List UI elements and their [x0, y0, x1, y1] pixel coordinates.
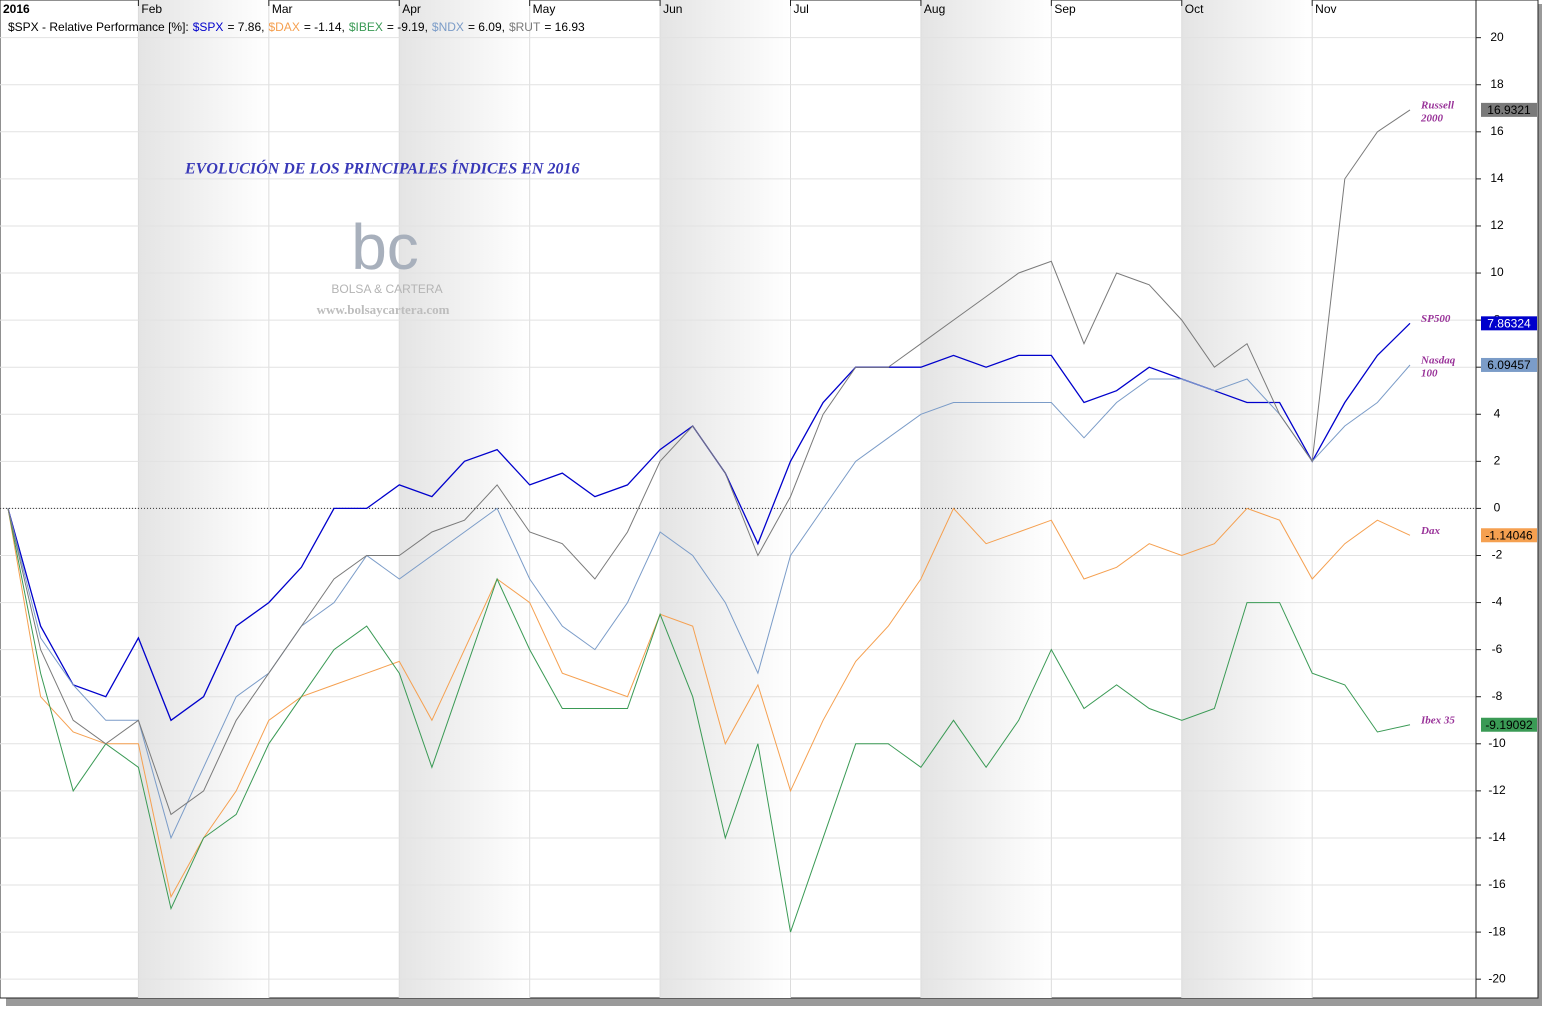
value-tag-label: 16.9321 [1487, 103, 1531, 117]
legend-value: = -9.19, [387, 20, 428, 34]
x-tick-label: Feb [141, 2, 162, 16]
x-tick-label: Nov [1315, 2, 1336, 16]
legend-value: = 16.93 [544, 20, 585, 34]
legend-name: $NDX [432, 20, 464, 34]
grid: 2016 Feb Mar Apr May Jun Jul Aug Sep Oct Nov-20-18… [0, 0, 1506, 998]
watermark-url: www.bolsaycartera.com [317, 302, 450, 317]
y-tick-label: -4 [1492, 595, 1503, 609]
legend-name: $IBEX [349, 20, 383, 34]
header: $SPX - Relative Performance [%]: $SPX = 7.… [8, 20, 585, 34]
y-tick-label: -14 [1488, 830, 1506, 844]
y-tick-label: -12 [1488, 783, 1506, 797]
y-tick-label: 18 [1490, 77, 1504, 91]
value-tag-label: 7.86324 [1487, 317, 1531, 331]
plot [7, 109, 1411, 933]
watermark-brand: BOLSA & CARTERA [331, 282, 442, 296]
series-annotation: Russell [1420, 99, 1455, 111]
series-line [7, 508, 1411, 933]
y-tick-label: -18 [1488, 924, 1506, 938]
value-tag [1481, 528, 1537, 543]
x-tick-label: Oct [1185, 2, 1204, 16]
value-tag-label: -1.14046 [1485, 528, 1533, 542]
value-tag [1481, 357, 1537, 372]
legend-value: = -1.14, [304, 20, 345, 34]
value-tag-label: 6.09457 [1487, 358, 1531, 372]
x-tick-label: 2016 [3, 2, 30, 16]
series-annotation: 2000 [1420, 112, 1444, 124]
month-band [920, 0, 1052, 998]
x-tick-label: Sep [1054, 2, 1076, 16]
y-tick-label: 16 [1490, 124, 1504, 138]
y-tick-label: 12 [1490, 218, 1504, 232]
value-tag [1481, 316, 1537, 331]
y-tick-label: 4 [1494, 406, 1501, 420]
y-tick-label: -8 [1492, 689, 1503, 703]
series-annotation: SP500 [1421, 313, 1451, 325]
x-tick-label: Aug [924, 2, 945, 16]
y-tick-label: -10 [1488, 736, 1506, 750]
series-annotation: Ibex 35 [1420, 714, 1455, 726]
header-title: $SPX - Relative Performance [%]: [8, 20, 189, 34]
y-tick-label: 10 [1490, 265, 1504, 279]
watermark-logo: bc [351, 211, 419, 283]
series-annotation: 100 [1421, 367, 1438, 379]
x-tick-label: Jul [794, 2, 809, 16]
month-band [138, 0, 269, 998]
y-tick-label: 0 [1494, 501, 1501, 515]
legend-value: = 6.09, [468, 20, 505, 34]
legend-name: $DAX [268, 20, 299, 34]
y-tick-label: -20 [1488, 971, 1506, 985]
value-tag [1481, 102, 1537, 117]
month-band [399, 0, 530, 998]
value-tag-label: -9.19092 [1485, 718, 1533, 732]
y-tick-label: -2 [1492, 548, 1503, 562]
value-tag [1481, 717, 1537, 732]
month-band [1181, 0, 1313, 998]
y-tick-label: -16 [1488, 877, 1506, 891]
y-tick-label: 14 [1490, 171, 1504, 185]
legend-value: = 7.86, [227, 20, 264, 34]
legend-name: $SPX [193, 20, 224, 34]
series-annotation: Nasdaq [1420, 354, 1456, 366]
series-line [7, 507, 1411, 899]
legend-name: $RUT [509, 20, 541, 34]
x-tick-label: Apr [402, 2, 421, 16]
y-tick-label: 20 [1490, 30, 1504, 44]
series-line [7, 109, 1411, 816]
series-line [7, 364, 1411, 840]
chart-title: EVOLUCIÓN DE LOS PRINCIPALES ÍNDICES EN … [184, 159, 579, 178]
background-bands [138, 0, 1313, 998]
y-tick-label: 2 [1494, 454, 1501, 468]
y-tick-label: -6 [1492, 642, 1503, 656]
x-tick-label: May [533, 2, 556, 16]
x-tick-label: Jun [663, 2, 682, 16]
series-annotation: Dax [1420, 525, 1440, 537]
x-tick-label: Mar [272, 2, 293, 16]
month-band [660, 0, 791, 998]
